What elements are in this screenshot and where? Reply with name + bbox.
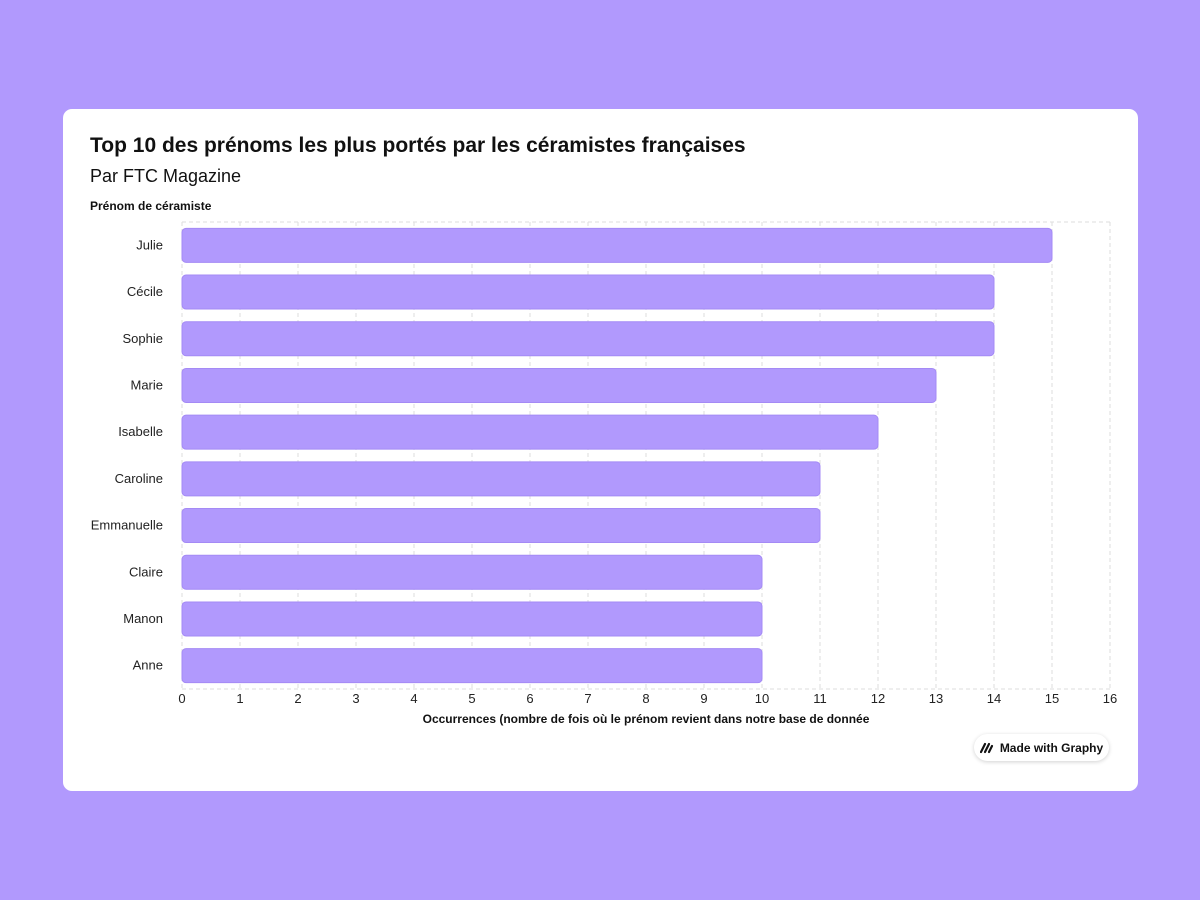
y-axis-title: Prénom de céramiste <box>90 199 212 213</box>
chart-card: Top 10 des prénoms les plus portés par l… <box>63 109 1138 791</box>
bar <box>181 321 995 357</box>
chart-title: Top 10 des prénoms les plus portés par l… <box>90 134 746 157</box>
made-with-graphy-button[interactable]: Made with Graphy <box>974 734 1109 761</box>
bar <box>181 274 995 310</box>
category-label: Claire <box>129 564 163 579</box>
bars <box>181 227 1053 684</box>
x-tick-label: 1 <box>236 691 243 706</box>
bar-chart: Julie Cécile Sophie Marie Isabelle Caroline Em… <box>91 221 1117 726</box>
category-label: Cécile <box>127 284 163 299</box>
x-tick-label: 12 <box>871 691 885 706</box>
category-label: Caroline <box>115 471 163 486</box>
x-tick-label: 4 <box>410 691 417 706</box>
bar <box>181 508 821 544</box>
x-tick-label: 16 <box>1103 691 1117 706</box>
category-label: Marie <box>130 377 163 392</box>
chart-subtitle: Par FTC Magazine <box>90 166 242 186</box>
x-tick-label: 5 <box>468 691 475 706</box>
category-label: Manon <box>123 611 163 626</box>
bar <box>181 554 763 590</box>
x-tick-label: 0 <box>178 691 185 706</box>
x-tick-label: 6 <box>526 691 533 706</box>
x-axis-title: Occurrences (nombre de fois où le prénom… <box>423 712 870 726</box>
bar <box>181 414 879 450</box>
bar <box>181 227 1053 263</box>
x-tick-label: 13 <box>929 691 943 706</box>
category-label: Julie <box>136 237 163 252</box>
x-tick-label: 2 <box>294 691 301 706</box>
bar <box>181 461 821 497</box>
x-tick-label: 15 <box>1045 691 1059 706</box>
category-label: Emmanuelle <box>91 518 163 533</box>
x-tick-label: 3 <box>352 691 359 706</box>
bar <box>181 367 937 403</box>
bar <box>181 601 763 637</box>
x-tick-labels: 0 1 2 3 4 5 6 7 8 9 10 11 12 13 14 15 16 <box>178 691 1117 706</box>
graphy-logo-icon <box>979 742 993 753</box>
x-tick-label: 14 <box>987 691 1001 706</box>
category-labels: Julie Cécile Sophie Marie Isabelle Caroline Em… <box>91 237 163 672</box>
x-tick-label: 11 <box>813 691 827 706</box>
x-tick-label: 8 <box>642 691 649 706</box>
category-label: Anne <box>133 658 163 673</box>
category-label: Isabelle <box>118 424 163 439</box>
badge-label: Made with Graphy <box>999 740 1104 755</box>
x-tick-label: 7 <box>584 691 591 706</box>
bar <box>181 648 763 684</box>
category-label: Sophie <box>123 331 163 346</box>
x-tick-label: 9 <box>700 691 707 706</box>
x-tick-label: 10 <box>755 691 769 706</box>
